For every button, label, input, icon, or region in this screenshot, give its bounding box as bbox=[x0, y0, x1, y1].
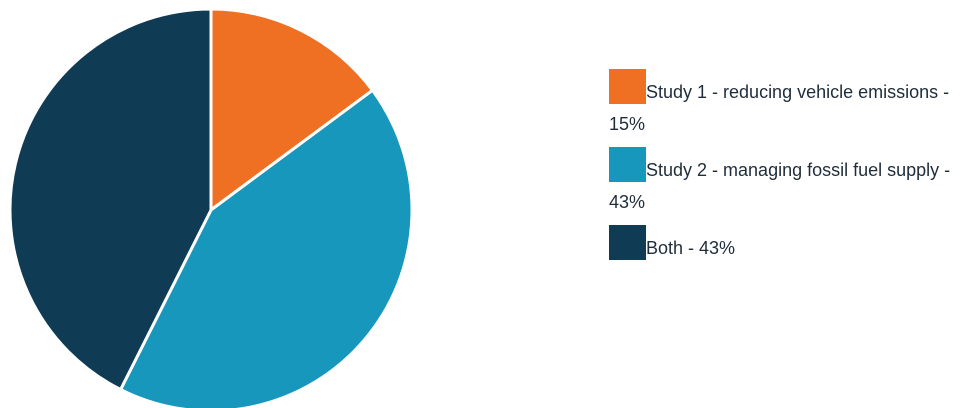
legend-label-study-1: Study 1 - reducing vehicle emissions - 1… bbox=[609, 82, 950, 134]
legend-item-both: Both - 43% bbox=[609, 225, 959, 264]
legend-label-both: Both - 43% bbox=[646, 238, 736, 258]
legend-label-study-2: Study 2 - managing fossil fuel supply - … bbox=[609, 160, 951, 212]
legend-item-study-2: Study 2 - managing fossil fuel supply - … bbox=[609, 147, 959, 218]
pie-slice-both bbox=[8, 7, 213, 392]
legend-swatch-study-2 bbox=[609, 147, 646, 182]
legend-item-study-1: Study 1 - reducing vehicle emissions - 1… bbox=[609, 69, 959, 140]
chart-legend: Study 1 - reducing vehicle emissions - 1… bbox=[609, 69, 959, 271]
pie-slice-study-1 bbox=[209, 7, 374, 212]
pie-chart bbox=[8, 7, 414, 408]
pie-slice-study-2 bbox=[119, 88, 414, 408]
legend-swatch-study-1 bbox=[609, 69, 646, 104]
legend-swatch-both bbox=[609, 225, 646, 260]
